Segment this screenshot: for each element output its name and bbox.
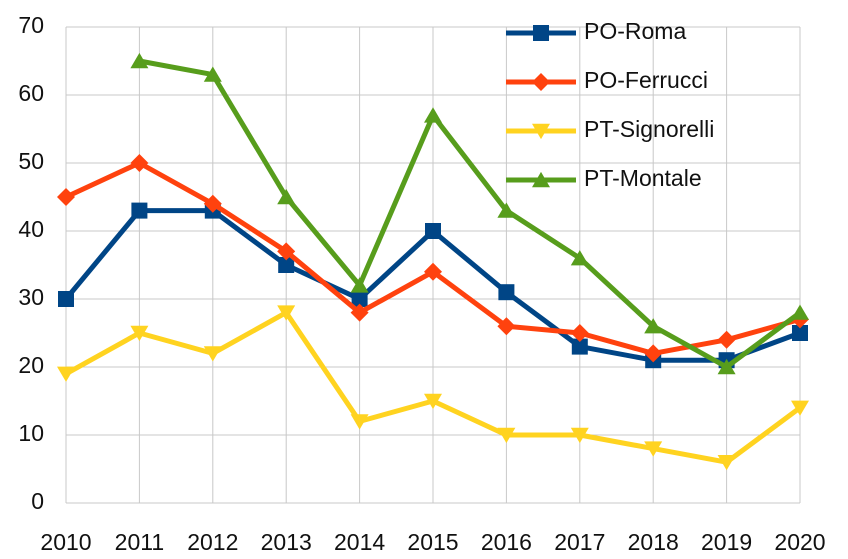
data-point (497, 427, 516, 444)
data-point (717, 330, 736, 349)
x-tick-label: 2013 (261, 529, 312, 555)
data-point (791, 304, 809, 320)
x-tick-label: 2011 (115, 529, 164, 555)
data-point (130, 325, 149, 342)
data-point (203, 194, 222, 213)
y-tick-label: 20 (18, 352, 44, 378)
data-point (497, 202, 516, 218)
data-point (644, 441, 663, 457)
data-point (570, 427, 589, 444)
x-tick-label: 2012 (187, 529, 238, 555)
data-point (497, 317, 516, 336)
data-point (350, 303, 369, 322)
data-point (424, 107, 442, 123)
data-point (424, 393, 442, 410)
data-point (571, 338, 588, 355)
y-tick-label: 50 (18, 148, 44, 174)
legend-marker (532, 171, 550, 188)
x-tick-label: 2015 (407, 529, 458, 555)
y-tick-label: 60 (18, 80, 44, 106)
y-tick-label: 70 (18, 12, 44, 38)
data-point (717, 455, 736, 471)
data-point (425, 223, 441, 239)
x-tick-label: 2018 (628, 529, 679, 555)
y-tick-label: 10 (18, 420, 44, 446)
data-point (277, 305, 296, 321)
data-point (570, 324, 589, 342)
data-point (131, 202, 148, 219)
data-point (350, 414, 369, 430)
legend-marker (532, 73, 550, 91)
x-tick-label: 2019 (701, 529, 752, 555)
data-point (278, 257, 295, 273)
legend-label: PT-Signorelli (584, 116, 714, 142)
series-line (138, 58, 802, 370)
x-tick-label: 2020 (774, 529, 825, 555)
y-tick-label: 0 (31, 488, 44, 514)
x-tick-label: 2014 (334, 529, 385, 555)
data-point (570, 250, 589, 266)
data-point (498, 284, 515, 301)
data-point (351, 291, 368, 307)
data-point (203, 66, 222, 82)
data-point (792, 325, 808, 341)
legend-label: PT-Montale (584, 165, 702, 191)
data-point (717, 358, 736, 375)
data-point (277, 242, 296, 261)
data-point (350, 277, 369, 293)
data-point (424, 262, 442, 281)
data-point (203, 346, 222, 362)
legend-marker (532, 123, 550, 140)
data-point (58, 291, 74, 307)
y-tick-label: 40 (18, 216, 44, 242)
data-point (277, 188, 296, 205)
data-point (644, 318, 663, 334)
x-tick-label: 2016 (481, 529, 532, 555)
data-point (130, 154, 149, 172)
legend-label: PO-Ferrucci (584, 67, 708, 93)
data-point (57, 188, 75, 206)
legend-marker (533, 25, 549, 41)
legend-label: PO-Roma (584, 18, 686, 44)
x-tick-label: 2010 (40, 529, 91, 555)
y-tick-label: 30 (18, 284, 44, 310)
data-point (57, 366, 75, 382)
data-point (791, 400, 809, 416)
data-point (130, 52, 149, 69)
data-point (644, 344, 663, 363)
x-tick-label: 2017 (554, 529, 605, 555)
